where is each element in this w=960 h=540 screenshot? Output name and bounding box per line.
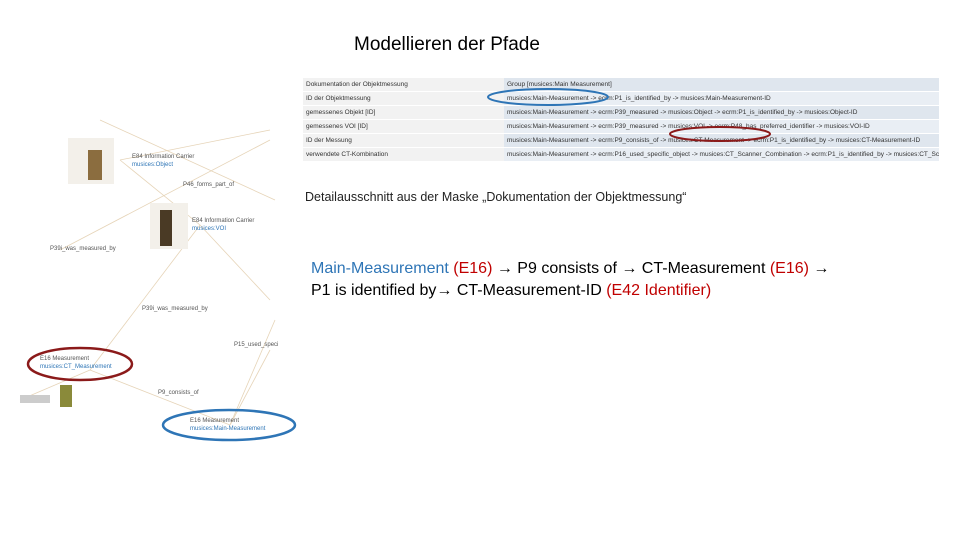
field-label: gemessenes VOI [ID] <box>303 119 504 134</box>
scanner-image <box>60 385 72 407</box>
highlight-ellipse <box>161 408 297 442</box>
edge-label: P15_used_specific_object <box>234 342 304 348</box>
table-row: Dokumentation der Objektmessung Group [mu… <box>303 78 939 92</box>
field-label: ID der Objektmessung <box>303 91 504 106</box>
field-path: musices:Main-Measurement -> ecrm:P39_mea… <box>504 105 939 120</box>
field-path: musices:Main-Measurement -> ecrm:P9_cons… <box>504 133 939 148</box>
slide-title: Modellieren der Pfade <box>354 34 540 55</box>
field-label: Dokumentation der Objektmessung <box>303 78 504 92</box>
path-segment: P1 is identified by→ CT-Measurement-ID <box>311 282 602 299</box>
node-id: musices:CT_Measurement <box>40 364 112 370</box>
path-segment: (E42 Identifier) <box>601 282 712 299</box>
node-type: E84 Information Carrier <box>192 218 254 224</box>
field-path: musices:Main-Measurement -> ecrm:P16_use… <box>504 147 939 162</box>
edge-label: P39i_was_measured_by <box>50 246 116 252</box>
edge-label: P39i_was_measured_by <box>142 306 208 312</box>
path-segment: → P9 consists of → CT-Measurement <box>492 260 766 277</box>
table-row: gemessenes Objekt [ID] musices:Main-Measu… <box>303 105 939 120</box>
path-line: Main-Measurement (E16) → P9 consists of … <box>311 258 829 280</box>
form-table: Dokumentation der Objektmessung Group [mu… <box>303 78 939 162</box>
field-path: musices:Main-Measurement -> ecrm:P1_is_i… <box>504 91 939 106</box>
voi-shape <box>160 210 172 246</box>
graph-edges <box>19 119 276 426</box>
object-shape <box>88 150 102 180</box>
field-label: verwendete CT-Kombination <box>303 147 504 162</box>
scanner-image <box>20 395 50 403</box>
node-id: musices:Object <box>132 162 173 168</box>
path-segment: (E16) <box>765 260 809 277</box>
node-id: musices:Main-Measurement <box>190 426 266 432</box>
field-path: Group [musices:Main Measurement] <box>504 78 939 92</box>
table-row: ID der Messung musices:Main-Measurement -… <box>303 133 939 148</box>
node-type: E84 Information Carrier <box>132 154 194 160</box>
path-line: P1 is identified by→ CT-Measurement-ID (… <box>311 280 829 302</box>
path-segment: (E16) <box>448 260 493 277</box>
table-row: ID der Objektmessung musices:Main-Measure… <box>303 91 939 106</box>
edge-label: P9_consists_of <box>158 390 199 396</box>
node-type: E16 Measurement <box>190 418 239 424</box>
field-label: ID der Messung <box>303 133 504 148</box>
highlight-ellipse <box>26 346 134 382</box>
node-id: musices:VOI <box>192 226 226 232</box>
table-row: verwendete CT-Kombination musices:Main-Me… <box>303 147 939 162</box>
path-segment: Main-Measurement <box>311 260 449 277</box>
edge-label: P46_forms_part_of <box>183 182 234 188</box>
caption: Detailausschnitt aus der Maske „Dokument… <box>305 190 687 204</box>
field-label: gemessenes Objekt [ID] <box>303 105 504 120</box>
node-type: E16 Measurement <box>40 356 89 362</box>
path-segment: → <box>808 260 830 277</box>
path-description: Main-Measurement (E16) → P9 consists of … <box>311 258 829 302</box>
table-row: gemessenes VOI [ID] musices:Main-Measurem… <box>303 119 939 134</box>
field-path: musices:Main-Measurement -> ecrm:P39_mea… <box>504 119 939 134</box>
